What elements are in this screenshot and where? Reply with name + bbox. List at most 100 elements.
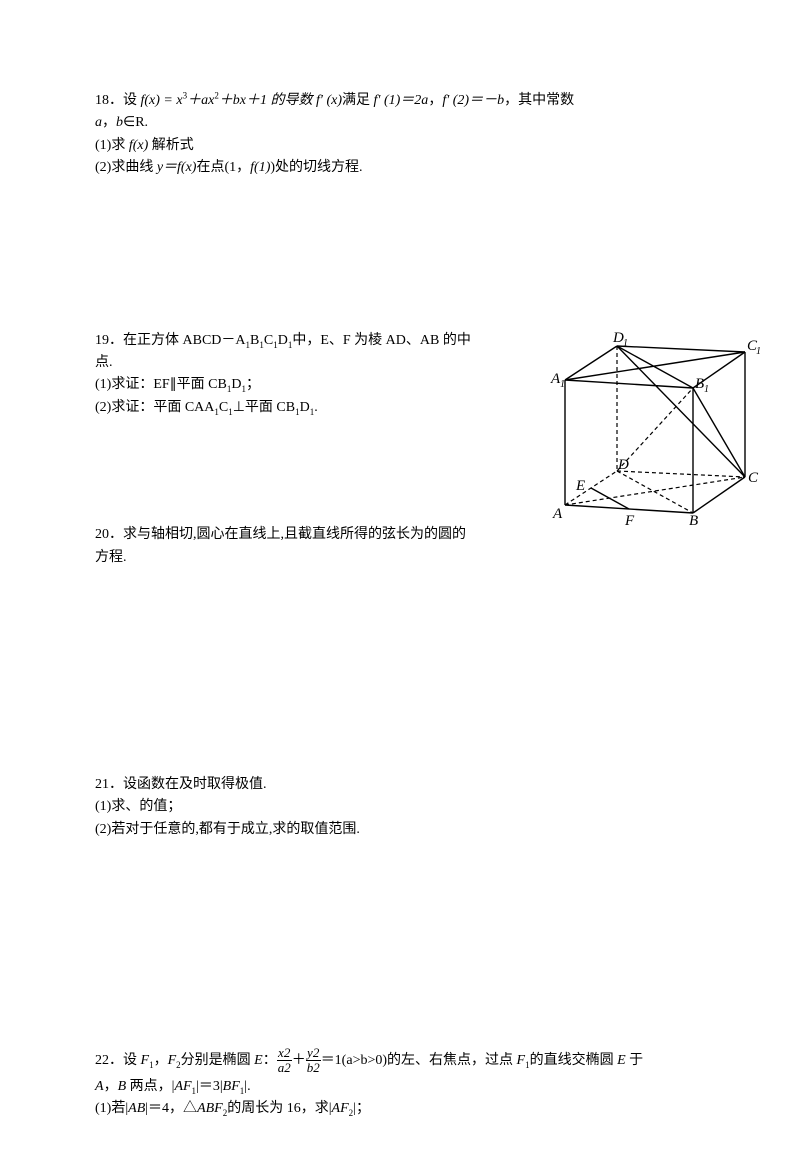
p18-q2: (2)求曲线 y＝f(x)在点(1，f(1))处的切线方程. [95, 157, 705, 179]
p18-q1: (1)求 f(x) 解析式 [95, 135, 705, 157]
p18-l2d: ∈R. [123, 115, 148, 130]
problem-18: 18．设 f(x) = x3＋ax2＋bx＋1 的导数 f′ (x)满足 f′ … [95, 90, 705, 180]
p22-F2: F [168, 1053, 177, 1068]
p22-f2d: b2 [306, 1061, 321, 1075]
problem-21: 21．设函数在及时取得极值. (1)求、的值； (2)若对于任意的,都有于成立,… [95, 774, 705, 841]
svg-text:C: C [748, 470, 759, 486]
p21-l1t: 设函数在及时取得极值. [123, 777, 267, 792]
p20-num: 20． [95, 527, 123, 542]
p21-q1: (1)求、的值； [95, 796, 705, 818]
p19-l1d: D [278, 333, 288, 348]
p22-ABF2: ABF [197, 1101, 223, 1116]
p20-l1t: 求与轴相切,圆心在直线上,且截直线所得的弦长为的圆的 [123, 527, 466, 542]
p18-b: b [116, 115, 123, 130]
p20-l2: 方程. [95, 547, 705, 569]
p18-q1a: (1)求 [95, 138, 129, 153]
p22-q1: (1)若|AB|＝4，△ABF2的周长为 16，求|AF2|； [95, 1098, 705, 1120]
p19-l1b: B [250, 333, 259, 348]
p18-q1b: f(x) [129, 138, 148, 153]
p19-q2d: D [300, 400, 310, 415]
p19-q2c: ⊥平面 CB [233, 400, 295, 415]
p22-B: B [118, 1079, 127, 1094]
gap-21-22 [95, 851, 705, 1046]
p22-F1b: F [517, 1053, 526, 1068]
p22-BF1: BF [223, 1079, 240, 1094]
p18-l1e: ，其中常数 [504, 93, 574, 108]
p22-E: E [254, 1053, 263, 1068]
problem-19: A1 D1 C1 B1 A B C D E F 19．在正方体 ABCD－A1B… [95, 330, 705, 420]
p22-l2b: ， [104, 1079, 118, 1094]
p19-q1a: (1)求证：EF∥平面 CB [95, 377, 227, 392]
p20-l2t: 方程. [95, 550, 127, 565]
p20-l1: 20．求与轴相切,圆心在直线上,且截直线所得的弦长为的圆的 [95, 524, 705, 546]
svg-text:1: 1 [560, 379, 565, 390]
p22-l1b: ， [154, 1053, 168, 1068]
p22-f1d: a2 [277, 1061, 292, 1075]
p22-q1d: |； [353, 1101, 370, 1116]
p18-fp2: f′ (2)＝－b [442, 93, 504, 108]
exam-page: 18．设 f(x) = x3＋ax2＋bx＋1 的导数 f′ (x)满足 f′ … [0, 0, 800, 1170]
p18-q2d: f(1) [250, 160, 270, 175]
p18-q2a: (2)求曲线 [95, 160, 157, 175]
svg-text:1: 1 [623, 338, 628, 349]
p22-l1e: 于 [626, 1053, 644, 1068]
p22-eq: ＝1(a>b>0)的左、右焦点，过点 [321, 1053, 517, 1068]
p22-num: 22． [95, 1053, 123, 1068]
p19-q2e: . [314, 400, 318, 415]
p22-AF2: AF [332, 1101, 349, 1116]
p21-q1t: (1)求、的值； [95, 799, 181, 814]
svg-text:D: D [617, 457, 629, 473]
p22-f2n: y2 [306, 1046, 321, 1061]
p22-q1c: 的周长为 16，求| [227, 1101, 331, 1116]
svg-text:A: A [552, 506, 563, 522]
p21-q2t: (2)若对于任意的,都有于成立,求的取值范围. [95, 822, 360, 837]
p22-q1b: |＝4，△ [145, 1101, 197, 1116]
p18-line2: a，b∈R. [95, 112, 705, 134]
p21-q2: (2)若对于任意的,都有于成立,求的取值范围. [95, 819, 705, 841]
p22-colon: ： [263, 1053, 277, 1068]
p18-a: a [95, 115, 102, 130]
p18-q2e: )处的切线方程. [270, 160, 362, 175]
p19-l1c: C [264, 333, 273, 348]
svg-text:B: B [695, 376, 704, 392]
p22-l2f: |. [244, 1079, 250, 1094]
p22-q1a: (1)若| [95, 1101, 128, 1116]
p22-F1: F [141, 1053, 150, 1068]
p22-l1: 22．设 F1，F2分别是椭圆 E：x2a2＋y2b2＝1(a>b>0)的左、右… [95, 1046, 705, 1076]
p19-q1c: ； [246, 377, 260, 392]
p19-q1b: D [231, 377, 241, 392]
svg-text:F: F [624, 513, 635, 525]
p19-num: 19． [95, 333, 123, 348]
svg-text:B: B [689, 513, 698, 525]
svg-text:1: 1 [704, 384, 709, 395]
p18-q1c: 解析式 [148, 138, 194, 153]
p22-AB: AB [128, 1101, 145, 1116]
p22-l1d: 的直线交椭圆 [530, 1053, 618, 1068]
p18-fxc: ＋bx＋1 的导数 [219, 93, 316, 108]
p18-fxb: ＋ax [187, 93, 214, 108]
problem-20: 20．求与轴相切,圆心在直线上,且截直线所得的弦长为的圆的 方程. [95, 524, 705, 569]
p18-num: 18． [95, 93, 123, 108]
p18-fx1: f(x) = x [141, 93, 183, 108]
p22-frac2: y2b2 [306, 1046, 321, 1076]
problem-22: 22．设 F1，F2分别是椭圆 E：x2a2＋y2b2＝1(a>b>0)的左、右… [95, 1046, 705, 1120]
gap-18-19 [95, 190, 705, 330]
p22-AF1: AF [174, 1079, 191, 1094]
gap-20-21 [95, 579, 705, 774]
p19-q2a: (2)求证：平面 CAA [95, 400, 214, 415]
p21-num: 21． [95, 777, 123, 792]
p18-q2c: 在点(1， [196, 160, 250, 175]
p22-l2e: |＝3| [196, 1079, 223, 1094]
p22-plus: ＋ [292, 1053, 306, 1068]
p22-E2: E [617, 1053, 626, 1068]
svg-text:1: 1 [756, 346, 760, 357]
p22-l1c: 分别是椭圆 [181, 1053, 255, 1068]
p18-txt1: 设 [123, 93, 141, 108]
p22-f1n: x2 [277, 1046, 292, 1061]
p18-line1: 18．设 f(x) = x3＋ax2＋bx＋1 的导数 f′ (x)满足 f′ … [95, 90, 705, 112]
cube-figure: A1 D1 C1 B1 A B C D E F [545, 330, 760, 525]
p18-fprime: f′ (x) [316, 93, 342, 108]
p18-c1: ， [428, 93, 442, 108]
p18-l1d: 满足 [342, 93, 374, 108]
p18-fp1: f′ (1)＝2a [374, 93, 429, 108]
